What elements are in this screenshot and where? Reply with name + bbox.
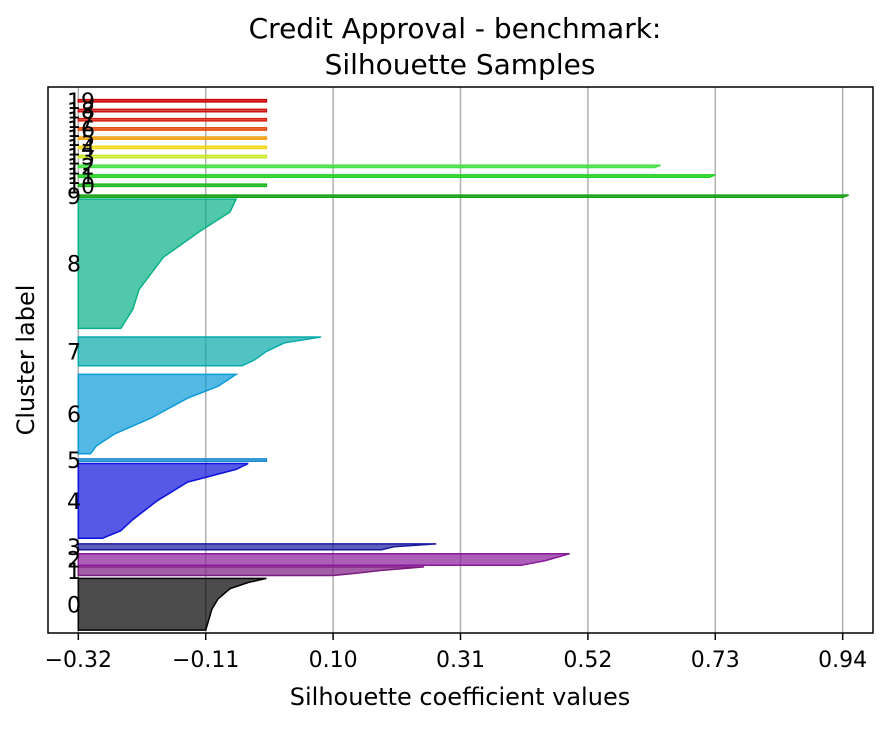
silhouette-cluster-15 [77, 136, 268, 141]
silhouette-cluster-16 [77, 127, 268, 131]
cluster-label-9: 9 [67, 185, 81, 210]
silhouette-cluster-19 [77, 98, 268, 103]
silhouette-cluster-18 [77, 108, 268, 113]
grid-layer [77, 87, 844, 633]
silhouette-cluster-10 [77, 183, 268, 188]
cluster-label-13: 13 [67, 146, 95, 171]
chart-title-line2: Silhouette Samples [325, 48, 596, 81]
x-tick-label: −0.11 [172, 648, 239, 673]
cluster-label-2: 2 [67, 548, 81, 573]
silhouette-cluster-14 [77, 145, 268, 150]
chart-title-line1: Credit Approval - benchmark: [249, 12, 662, 45]
cluster-label-15: 15 [67, 127, 95, 152]
cluster-label-19: 19 [67, 90, 95, 115]
silhouette-cluster-11 [77, 174, 716, 178]
silhouette-cluster-7 [77, 336, 322, 367]
cluster-label-4: 4 [67, 490, 81, 515]
x-tick-label: 0.73 [691, 648, 740, 673]
x-tick-label: 0.10 [309, 648, 358, 673]
x-axis-ticks: −0.32 −0.11 0.10 0.31 0.52 0.73 0.94 [45, 633, 867, 673]
x-tick-label: 0.31 [436, 648, 485, 673]
y-axis-label: Cluster label [12, 285, 40, 436]
x-tick-label: 0.52 [563, 648, 612, 673]
cluster-label-1: 1 [67, 560, 81, 585]
cluster-label-3: 3 [67, 536, 81, 561]
cluster-label-17: 17 [67, 109, 95, 134]
cluster-label-12: 12 [67, 155, 95, 180]
cluster-label-6: 6 [67, 403, 81, 428]
silhouette-cluster-2 [77, 552, 570, 566]
cluster-silhouettes [77, 98, 849, 631]
silhouette-cluster-9 [77, 194, 849, 199]
cluster-label-11: 11 [67, 165, 95, 190]
silhouette-cluster-12 [77, 164, 661, 169]
silhouette-cluster-13 [77, 154, 268, 159]
cluster-label-10: 10 [67, 174, 95, 199]
cluster-label-18: 18 [67, 100, 95, 125]
x-tick-label: −0.32 [45, 648, 112, 673]
cluster-label-5: 5 [67, 449, 81, 474]
silhouette-cluster-8 [77, 198, 238, 330]
silhouette-cluster-4 [77, 462, 249, 539]
cluster-label-7: 7 [67, 340, 81, 365]
silhouette-cluster-17 [77, 117, 268, 122]
cluster-label-0: 0 [67, 593, 81, 618]
x-axis-label: Silhouette coefficient values [290, 683, 630, 711]
silhouette-cluster-3 [77, 543, 437, 551]
silhouette-cluster-0 [77, 577, 267, 631]
silhouette-cluster-5 [77, 458, 268, 462]
cluster-label-14: 14 [67, 136, 95, 161]
cluster-label-16: 16 [67, 118, 95, 143]
x-tick-label: 0.94 [818, 648, 867, 673]
cluster-label-8: 8 [67, 253, 81, 278]
silhouette-cluster-6 [77, 373, 239, 455]
silhouette-cluster-1 [77, 566, 425, 577]
